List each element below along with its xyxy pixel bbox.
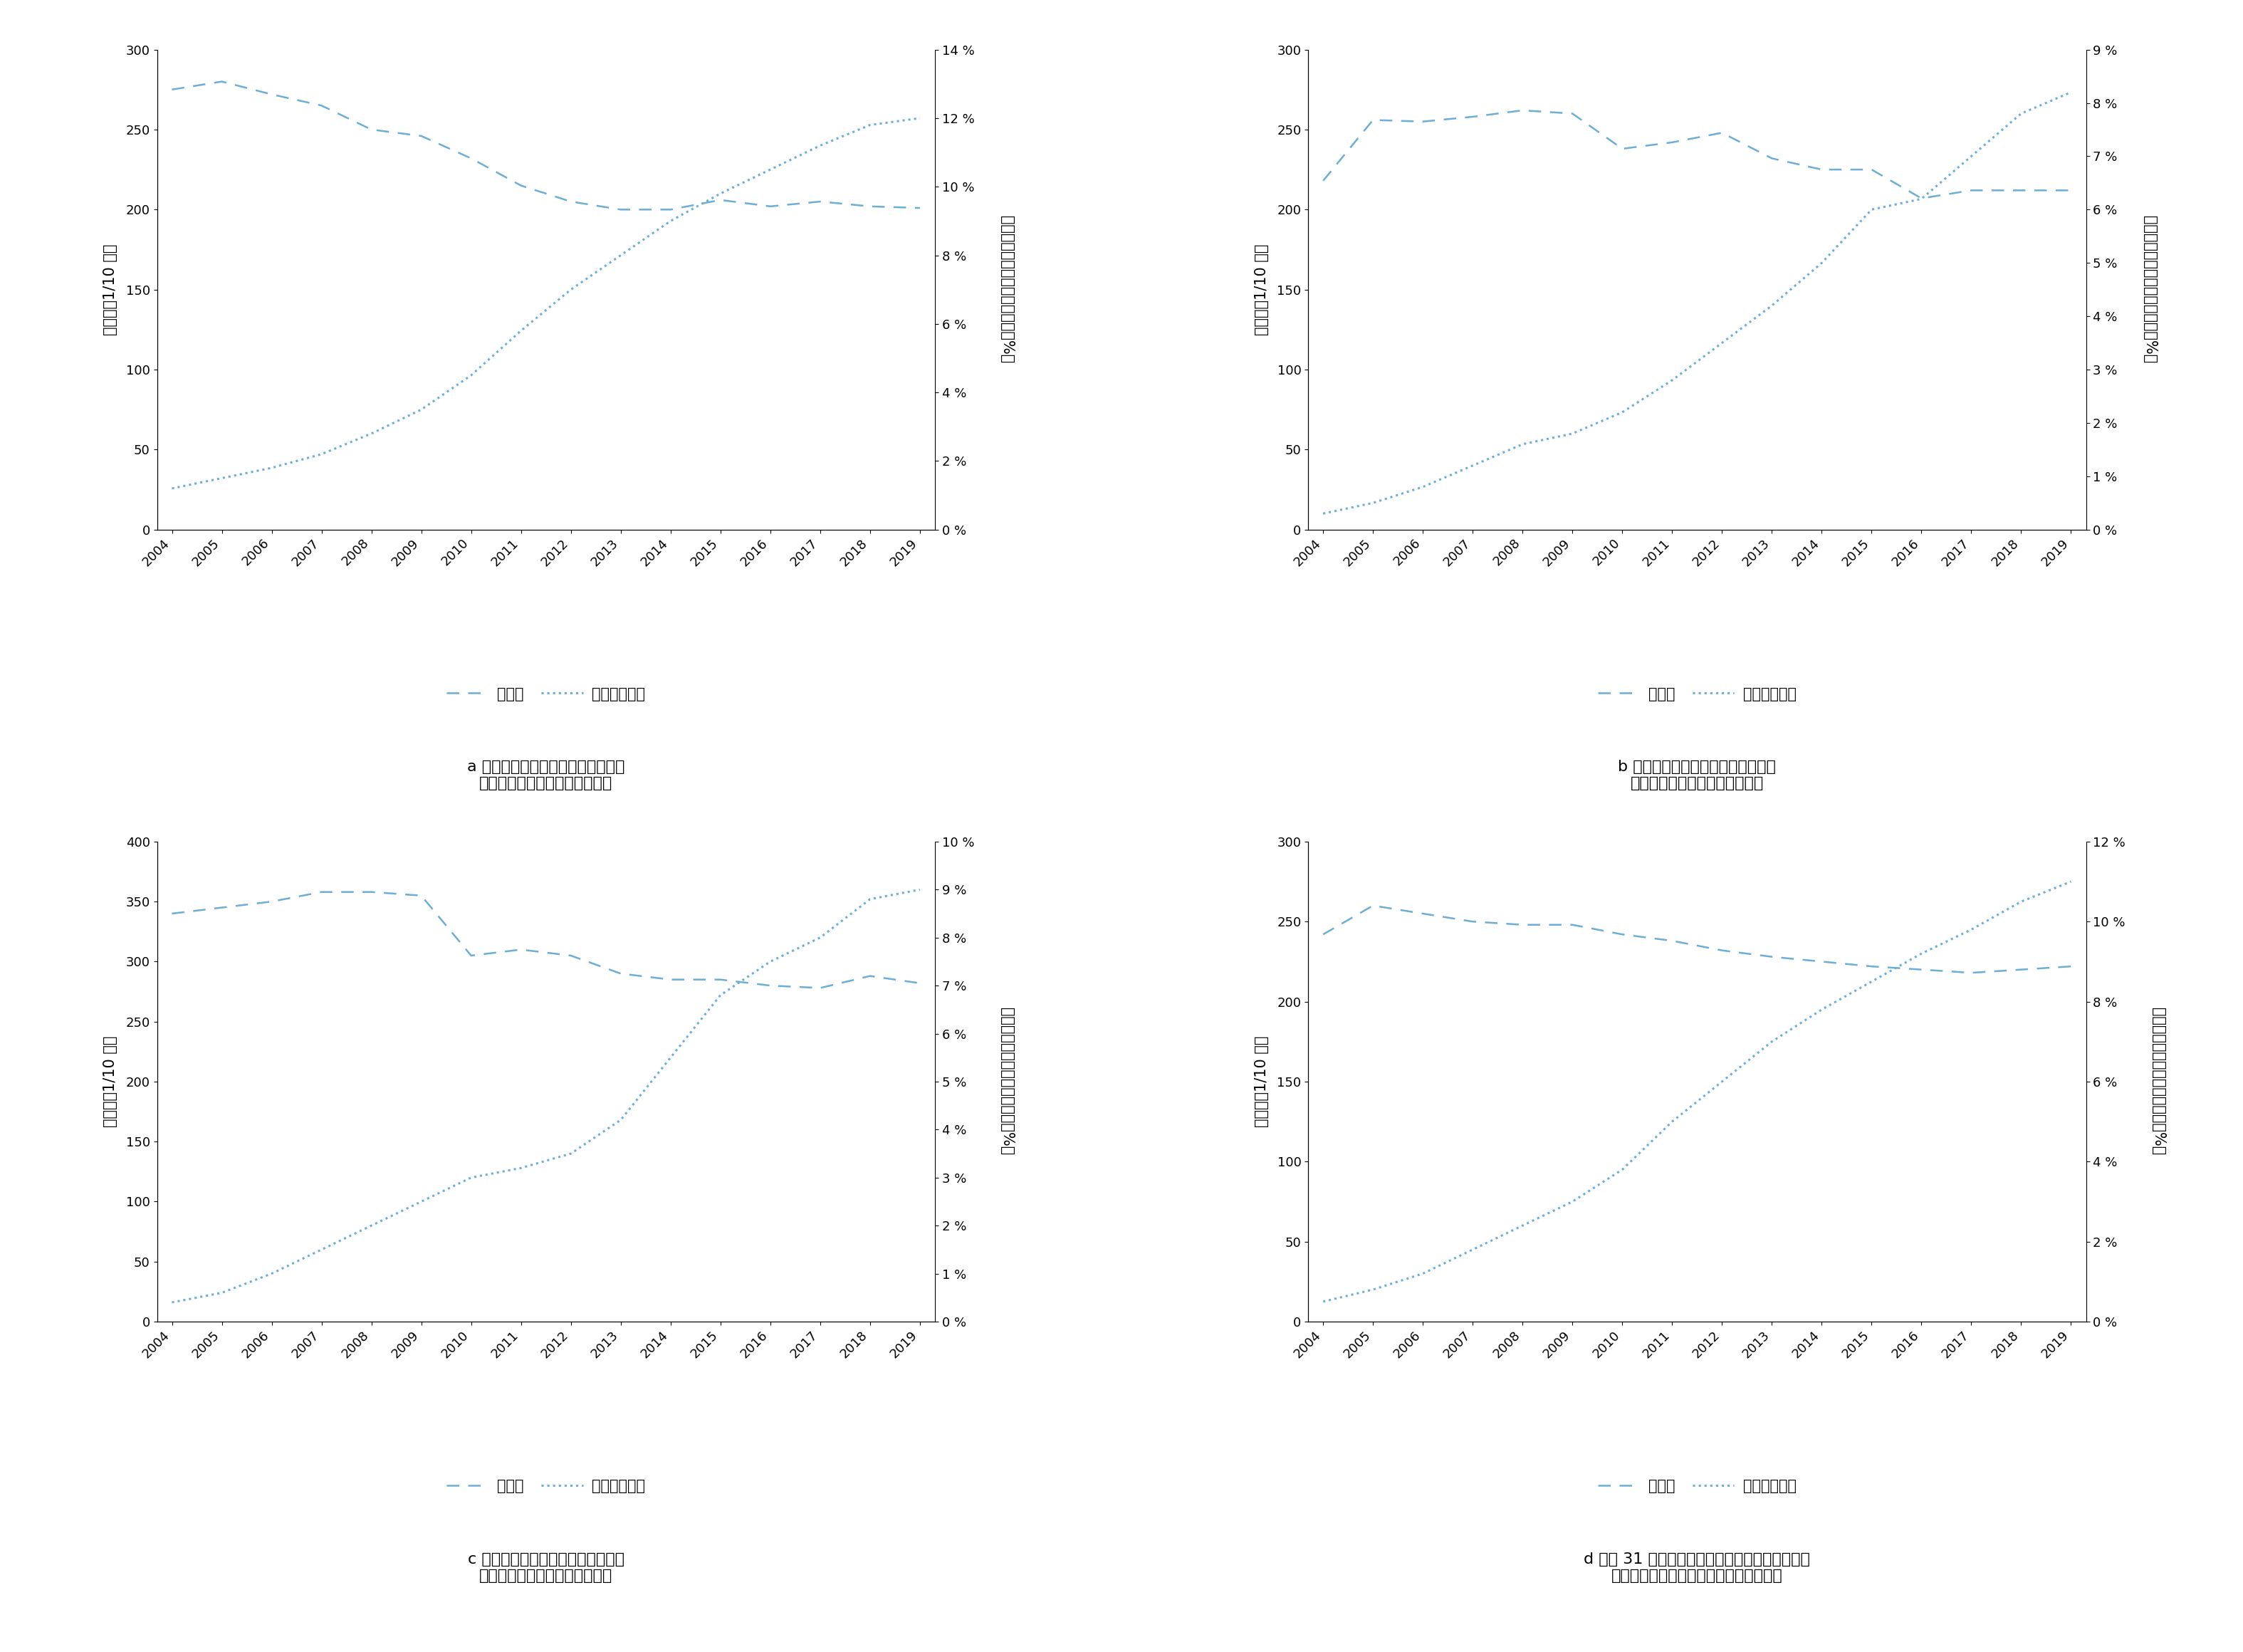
Y-axis label: 发病率（1/10 万）: 发病率（1/10 万） bbox=[103, 244, 119, 335]
Text: c 我国西部地区传染病监测系统有效
利用程度与防制效果的变化趋势: c 我国西部地区传染病监测系统有效 利用程度与防制效果的变化趋势 bbox=[467, 1551, 624, 1583]
Y-axis label: 传染病监测系统信息利用程度（%）: 传染病监测系统信息利用程度（%） bbox=[1000, 216, 1014, 363]
Legend: 发病率, 有效利用程度: 发病率, 有效利用程度 bbox=[1593, 1474, 1803, 1498]
Legend: 发病率, 有效利用程度: 发病率, 有效利用程度 bbox=[1593, 681, 1803, 707]
Text: b 我国中部地区传染病监测系统有效
利用程度与防制效果的变化趋势: b 我国中部地区传染病监测系统有效 利用程度与防制效果的变化趋势 bbox=[1617, 760, 1776, 791]
Y-axis label: 发病率（1/10 万）: 发病率（1/10 万） bbox=[1254, 1036, 1270, 1127]
Y-axis label: 传染病监测系统信息利用程度（%）: 传染病监测系统信息利用程度（%） bbox=[2142, 216, 2158, 363]
Text: a 我国东部地区传染病监测系统有效
利用程度与防制效果的变化趋势: a 我国东部地区传染病监测系统有效 利用程度与防制效果的变化趋势 bbox=[467, 760, 626, 791]
Y-axis label: 传染病监测系统信息利用程度（%）: 传染病监测系统信息利用程度（%） bbox=[1000, 1008, 1014, 1155]
Text: d 我国 31 省（自治区、直辖市）平均传染病监测
系统有效利用程度与防制效果的变化趋势: d 我国 31 省（自治区、直辖市）平均传染病监测 系统有效利用程度与防制效果的… bbox=[1584, 1551, 1810, 1583]
Y-axis label: 发病率（1/10 万）: 发病率（1/10 万） bbox=[103, 1036, 119, 1127]
Y-axis label: 传染病监测系统信息利用程度（%）: 传染病监测系统信息利用程度（%） bbox=[2151, 1008, 2164, 1155]
Legend: 发病率, 有效利用程度: 发病率, 有效利用程度 bbox=[440, 1474, 650, 1498]
Legend: 发病率, 有效利用程度: 发病率, 有效利用程度 bbox=[440, 681, 650, 707]
Y-axis label: 发病率（1/10 万）: 发病率（1/10 万） bbox=[1254, 244, 1270, 335]
